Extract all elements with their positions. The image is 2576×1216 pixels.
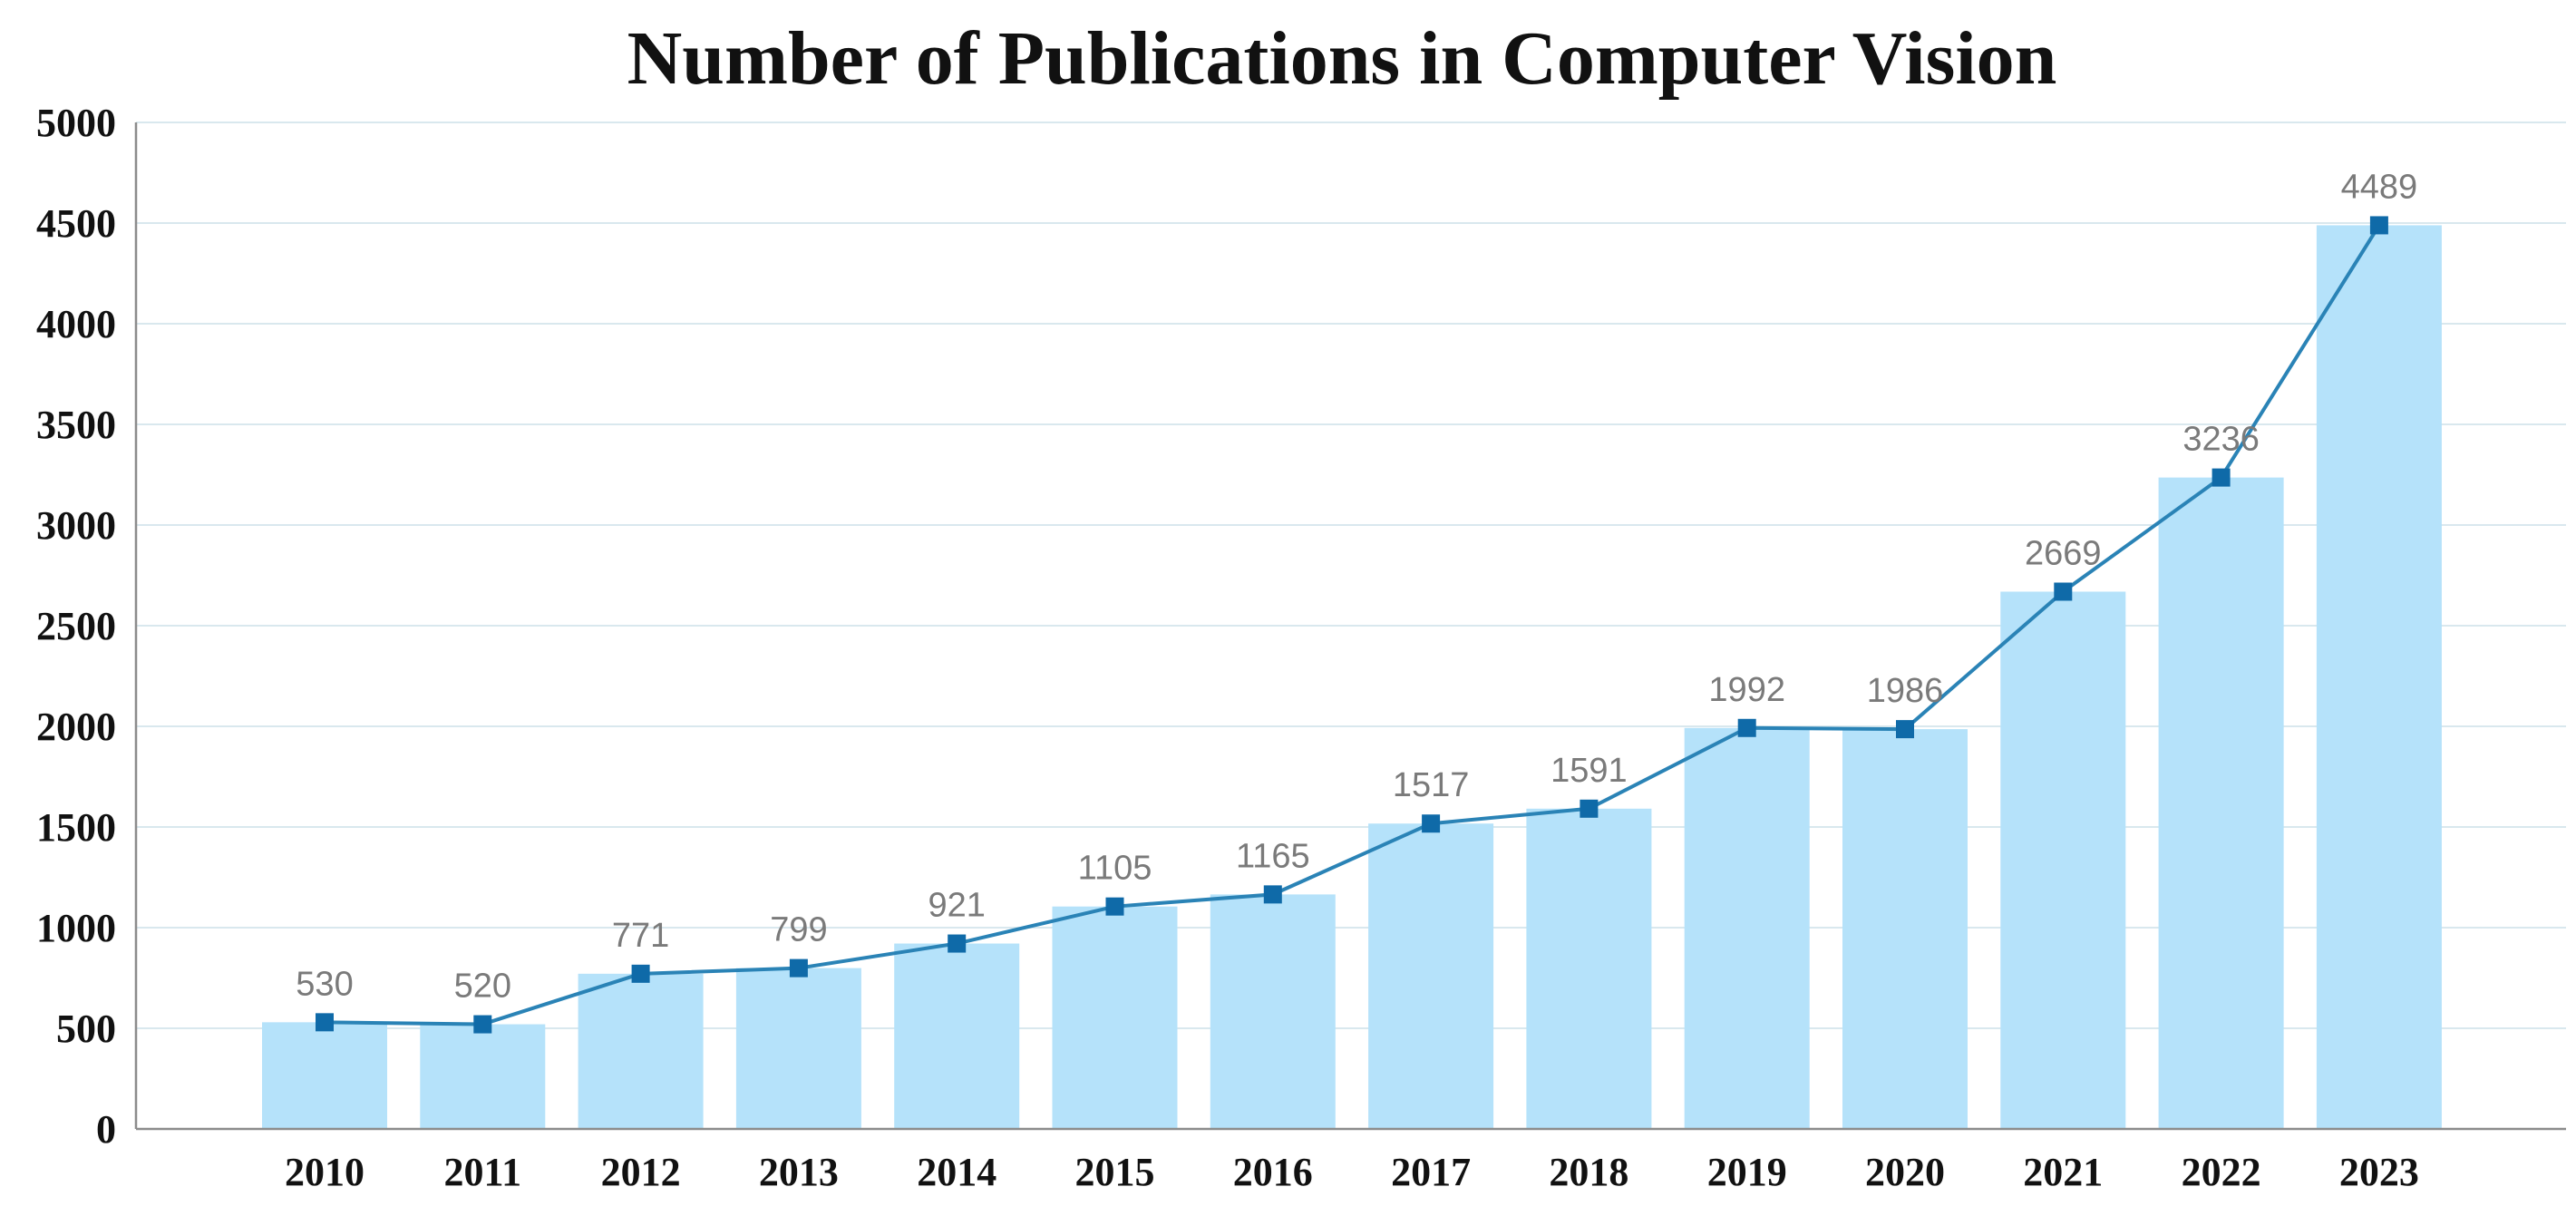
x-tick-label: 2020	[1865, 1150, 1945, 1194]
bar-2023	[2316, 225, 2442, 1129]
x-tick-label: 2016	[1233, 1150, 1313, 1194]
chart-title: Number of Publications in Computer Visio…	[627, 16, 2057, 101]
bar-2015	[1052, 906, 1178, 1129]
data-label-2010: 530	[296, 965, 353, 1003]
bar-2017	[1368, 823, 1494, 1129]
gridlines	[136, 122, 2566, 1029]
data-label-2013: 799	[770, 911, 827, 949]
data-label-2017: 1517	[1393, 766, 1470, 804]
x-tick-label: 2022	[2182, 1150, 2261, 1194]
marker-2023	[2369, 216, 2388, 235]
trend-line	[324, 224, 2381, 1026]
bar-2019	[1684, 727, 1810, 1129]
y-tick-label: 1000	[36, 906, 116, 950]
bars	[262, 225, 2442, 1129]
x-tick-label: 2014	[917, 1150, 996, 1194]
data-label-2015: 1105	[1078, 850, 1152, 888]
data-label-2012: 771	[612, 917, 669, 955]
marker-2021	[2054, 582, 2073, 601]
y-tick-label: 2000	[36, 705, 116, 749]
x-tick-label: 2019	[1707, 1150, 1787, 1194]
data-labels: 530 520 771 799 921 1105 1165 1517 1591 1992 1986 2…	[296, 168, 2417, 1005]
line-markers	[316, 216, 2388, 1034]
trend-polyline	[324, 224, 2381, 1026]
data-label-2019: 1992	[1708, 671, 1785, 709]
marker-2018	[1580, 799, 1599, 818]
axes	[134, 122, 2566, 1131]
marker-2010	[316, 1013, 334, 1032]
bar-2013	[735, 968, 861, 1129]
x-tick-label: 2011	[444, 1150, 522, 1194]
marker-2022	[2211, 468, 2231, 487]
bar-2021	[2000, 591, 2126, 1129]
marker-2019	[1737, 718, 1756, 737]
bar-2014	[894, 943, 1020, 1129]
bar-2020	[1842, 729, 1968, 1129]
x-tick-label: 2015	[1075, 1150, 1155, 1194]
data-label-2023: 4489	[2341, 168, 2418, 206]
x-tick-label: 2012	[601, 1150, 681, 1194]
bar-2011	[420, 1024, 546, 1129]
y-tick-label: 5000	[36, 101, 116, 145]
marker-2015	[1105, 897, 1124, 916]
x-tick-label: 2023	[2339, 1150, 2419, 1194]
y-tick-label: 4500	[36, 201, 116, 246]
marker-2013	[789, 958, 808, 978]
bar-2022	[2158, 477, 2284, 1129]
data-label-2020: 1986	[1867, 672, 1944, 710]
y-tick-label: 1500	[36, 805, 116, 850]
y-tick-label: 4000	[36, 302, 116, 346]
data-label-2021: 2669	[2025, 534, 2102, 572]
data-label-2011: 520	[454, 968, 511, 1006]
x-tick-label: 2017	[1391, 1150, 1471, 1194]
bar-2012	[578, 973, 704, 1129]
data-label-2018: 1591	[1550, 752, 1628, 790]
marker-2017	[1422, 814, 1441, 833]
data-label-2014: 921	[928, 887, 985, 925]
marker-2011	[473, 1015, 492, 1034]
marker-2020	[1896, 720, 1914, 739]
bar-2010	[262, 1022, 387, 1129]
x-tick-label: 2021	[2023, 1150, 2103, 1194]
x-axis-tick-labels: 2010 2011 2012 2013 2014 2015 2016 2017 2018 2019…	[285, 1150, 2419, 1194]
y-tick-label: 0	[96, 1107, 116, 1152]
y-axis-tick-labels: 0 500 1000 1500 2000 2500 3000 3500 4000 4500 5000	[36, 101, 116, 1152]
x-tick-label: 2013	[759, 1150, 839, 1194]
data-label-2016: 1165	[1236, 837, 1310, 875]
y-tick-label: 3000	[36, 503, 116, 548]
bar-2016	[1210, 894, 1336, 1129]
y-tick-label: 500	[56, 1007, 116, 1051]
marker-2014	[948, 934, 967, 953]
x-tick-label: 2010	[285, 1150, 365, 1194]
data-label-2022: 3236	[2182, 421, 2260, 459]
x-tick-label: 2018	[1549, 1150, 1628, 1194]
y-tick-label: 3500	[36, 403, 116, 447]
marker-2012	[631, 964, 650, 983]
marker-2016	[1263, 885, 1282, 904]
y-tick-label: 2500	[36, 604, 116, 648]
bar-2018	[1526, 808, 1652, 1129]
